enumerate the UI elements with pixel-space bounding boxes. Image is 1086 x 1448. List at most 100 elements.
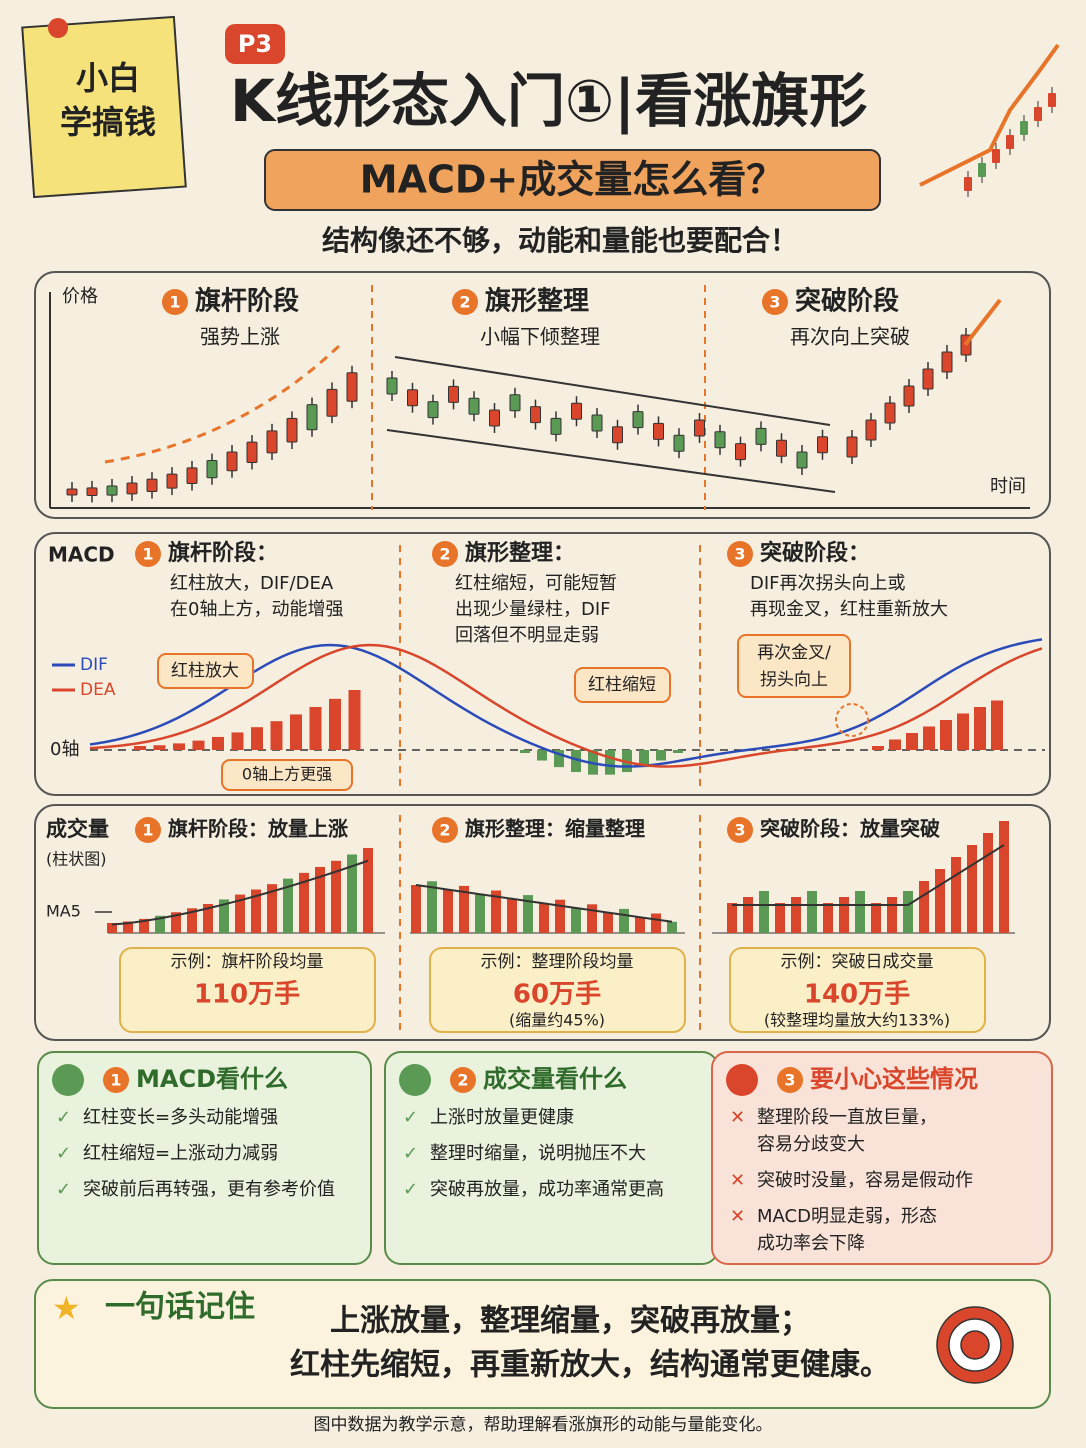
macd-bar [212,736,224,750]
subtitle-bg [264,149,881,211]
volume-bar [155,915,165,933]
volume-bar [635,917,645,933]
note-line: 学搞钱 [60,103,156,141]
number: 1 [110,1071,121,1090]
candle [66,488,78,496]
candle [386,377,398,395]
flag-line [394,356,831,426]
tip-card [711,1051,1053,1265]
number-badge [727,541,753,567]
number: 2 [459,293,470,312]
candle [796,451,808,469]
target [960,1330,990,1360]
candle [126,482,138,495]
label: 时间 [990,476,1026,497]
bullet: ✕ [730,1206,745,1227]
candle [226,451,238,472]
bullet: ✓ [403,1179,418,1200]
bullet: ✓ [56,1179,71,1200]
callout: 红柱缩短 [588,675,656,695]
number-badge [450,1067,476,1093]
candle [106,485,118,496]
breakout-arrow [963,298,1002,347]
label: 价格 [62,286,98,307]
phase-title: 旗形整理： [465,540,575,566]
ma5-line [111,859,369,926]
bullet: ✓ [403,1107,418,1128]
volume-bar [363,848,373,933]
volume-bar [235,894,245,933]
example-box [429,947,686,1033]
zero-label: 0轴 [50,739,79,760]
tip-item: 容易分歧变大 [757,1134,865,1155]
candle [941,351,953,373]
label: MA5 [46,902,81,921]
phase-desc: 红柱缩短，可能短暂 [455,573,617,594]
volume-bar [823,903,833,933]
candle [612,426,623,444]
number-badge [762,289,788,315]
phase-title: 旗杆阶段：放量上涨 [168,817,348,841]
title: K线形态入门①|看涨旗形 [230,67,867,135]
macd-bar [554,750,564,768]
summary-label: 一句话记住 [105,1290,255,1325]
deco-candle [964,177,972,191]
star: ★ [52,1289,81,1327]
callout: 0轴上方更强 [242,765,332,784]
tip-icon [399,1064,431,1096]
macd-bar [520,750,530,753]
tip-item: 突破时没量，容易是假动作 [757,1170,973,1191]
macd-bar [872,746,884,750]
flag-line [386,429,836,493]
bullet: ✓ [56,1107,71,1128]
callout-bg [574,667,671,703]
phase-desc: 再现金叉，红柱重新放大 [750,599,948,620]
panel [34,532,1051,796]
tip-item: 成功率会下降 [757,1233,865,1254]
macd-bar [153,745,166,750]
number-badge [135,817,161,843]
deco-candle [978,163,986,177]
volume-bar [187,908,197,933]
example-label: 示例：突破日成交量 [781,952,934,972]
candle [591,414,603,432]
volume-bar [267,884,277,933]
macd-bar [329,698,341,750]
volume-bar [603,912,613,933]
volume-bar [919,881,929,933]
volume-bar [203,904,213,933]
example-value: 110万手 [194,980,300,1010]
number: 3 [734,545,745,564]
number-badge [135,541,161,567]
candle [884,402,896,424]
label: 成交量 [46,817,109,841]
number: 2 [439,545,450,564]
tip-icon [52,1064,84,1096]
volume-bar [459,885,469,933]
volume-bar [107,923,117,933]
candle [266,430,278,454]
callout-bg [737,634,851,698]
number-badge [452,289,478,315]
tip-item: 红柱缩短=上涨动力减弱 [83,1143,278,1164]
deco-candle [1048,93,1056,107]
number: 3 [734,821,745,840]
volume-bar [743,897,753,933]
phase-title: 突破阶段： [760,540,870,566]
candle [530,406,541,424]
phase-desc: 小幅下倾整理 [480,325,600,349]
candle [206,460,218,479]
volume-bar [775,903,785,933]
candle [86,487,98,496]
number-badge [432,541,458,567]
summary-line: 红柱先缩短，再重新放大，结构通常更健康。 [290,1348,890,1383]
volume-bar [491,890,501,933]
number-badge [103,1067,129,1093]
macd-bar [656,750,666,761]
volume-bar [839,897,849,933]
callout: 拐头向上 [760,670,828,690]
candle [306,404,318,431]
tip-item: 整理时缩量，说明抛压不大 [430,1143,646,1164]
candle [817,436,828,454]
